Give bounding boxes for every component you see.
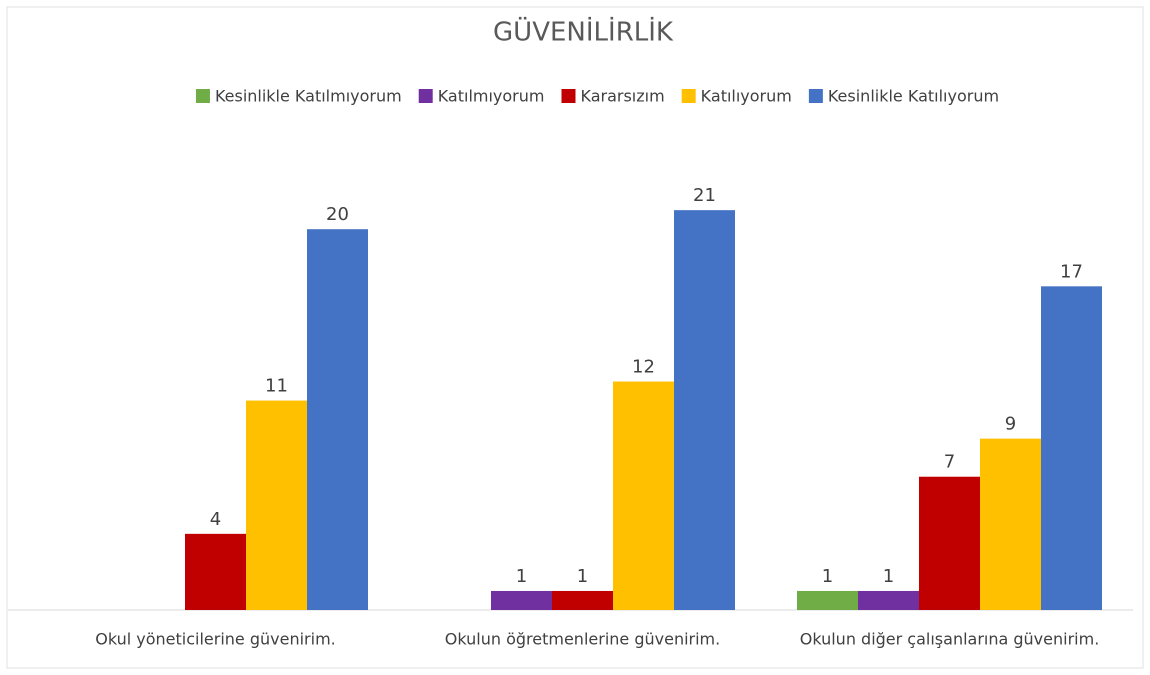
- bar: [246, 400, 307, 610]
- chart-title: GÜVENİLİRLİK: [493, 16, 674, 48]
- data-label: 1: [822, 566, 833, 587]
- bar: [674, 210, 735, 610]
- legend-label: Katılıyorum: [701, 87, 792, 106]
- x-tick-label: Okul yöneticilerine güvenirim.: [95, 630, 336, 649]
- bar: [919, 476, 980, 610]
- x-tick-label: Okulun öğretmenlerine güvenirim.: [445, 630, 720, 649]
- bar: [307, 229, 368, 610]
- bar: [980, 438, 1041, 610]
- data-label: 11: [265, 376, 288, 397]
- data-label: 1: [883, 566, 894, 587]
- legend-label: Kesinlikle Katılıyorum: [828, 87, 999, 106]
- data-label: 17: [1060, 261, 1083, 282]
- data-label: 21: [693, 185, 716, 206]
- bar: [491, 590, 552, 610]
- legend-label: Kesinlikle Katılmıyorum: [215, 87, 402, 106]
- legend-swatch: [808, 89, 823, 103]
- data-label: 20: [326, 204, 349, 225]
- legend-swatch: [681, 89, 696, 103]
- data-label: 12: [632, 357, 655, 378]
- x-tick-label: Okulun diğer çalışanlarına güvenirim.: [800, 630, 1100, 649]
- legend-swatch: [561, 89, 576, 103]
- legend-label: Kararsızım: [580, 87, 664, 106]
- bar: [552, 590, 613, 610]
- legend-swatch: [195, 89, 210, 103]
- bar: [185, 533, 246, 610]
- data-label: 9: [1005, 414, 1016, 435]
- bar: [797, 590, 858, 610]
- data-label: 4: [210, 509, 221, 530]
- bar: [858, 590, 919, 610]
- legend-swatch: [418, 89, 433, 103]
- bar: [1041, 286, 1102, 610]
- bar: [613, 381, 674, 610]
- data-label: 7: [944, 452, 955, 473]
- data-label: 1: [516, 566, 527, 587]
- legend-label: Katılmıyorum: [438, 87, 545, 106]
- data-label: 1: [577, 566, 588, 587]
